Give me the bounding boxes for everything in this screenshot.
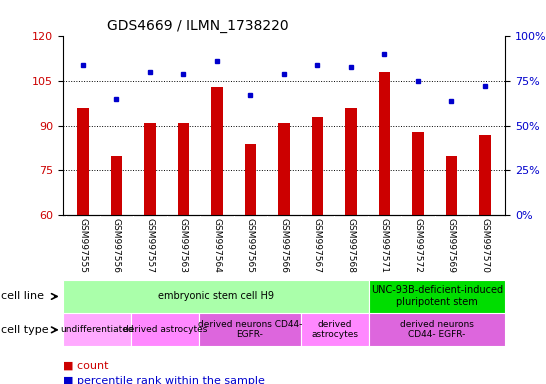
Text: cell line: cell line: [1, 291, 44, 301]
Bar: [412, 132, 424, 215]
Bar: [77, 108, 89, 215]
Text: derived astrocytes: derived astrocytes: [123, 325, 207, 334]
Bar: [345, 108, 357, 215]
Text: ■ percentile rank within the sample: ■ percentile rank within the sample: [63, 376, 265, 384]
Text: cell type: cell type: [1, 324, 48, 335]
Text: GSM997555: GSM997555: [79, 218, 87, 273]
Text: GSM997565: GSM997565: [246, 218, 255, 273]
Bar: [446, 156, 458, 215]
Text: GSM997564: GSM997564: [212, 218, 222, 273]
Text: ■ count: ■ count: [63, 361, 108, 371]
Bar: [144, 123, 156, 215]
Text: GSM997570: GSM997570: [480, 218, 489, 273]
Text: GSM997557: GSM997557: [145, 218, 155, 273]
Text: UNC-93B-deficient-induced
pluripotent stem: UNC-93B-deficient-induced pluripotent st…: [371, 285, 503, 307]
Text: embryonic stem cell H9: embryonic stem cell H9: [158, 291, 274, 301]
Text: undifferentiated: undifferentiated: [60, 325, 134, 334]
Text: GSM997566: GSM997566: [280, 218, 288, 273]
Bar: [131, 313, 199, 346]
Text: GSM997568: GSM997568: [346, 218, 355, 273]
Bar: [211, 87, 223, 215]
Bar: [110, 156, 122, 215]
Bar: [479, 135, 491, 215]
Text: GSM997571: GSM997571: [380, 218, 389, 273]
Text: derived neurons CD44-
EGFR-: derived neurons CD44- EGFR-: [198, 320, 302, 339]
Text: GSM997572: GSM997572: [413, 218, 423, 273]
Bar: [369, 280, 505, 313]
Text: derived neurons
CD44- EGFR-: derived neurons CD44- EGFR-: [400, 320, 474, 339]
Bar: [63, 280, 369, 313]
Text: derived
astrocytes: derived astrocytes: [311, 320, 359, 339]
Bar: [177, 123, 189, 215]
Text: GDS4669 / ILMN_1738220: GDS4669 / ILMN_1738220: [107, 19, 289, 33]
Bar: [199, 313, 301, 346]
Bar: [312, 117, 323, 215]
Bar: [378, 72, 390, 215]
Text: GSM997567: GSM997567: [313, 218, 322, 273]
Bar: [278, 123, 290, 215]
Bar: [301, 313, 369, 346]
Text: GSM997569: GSM997569: [447, 218, 456, 273]
Bar: [369, 313, 505, 346]
Text: GSM997563: GSM997563: [179, 218, 188, 273]
Bar: [63, 313, 131, 346]
Bar: [245, 144, 256, 215]
Text: GSM997556: GSM997556: [112, 218, 121, 273]
